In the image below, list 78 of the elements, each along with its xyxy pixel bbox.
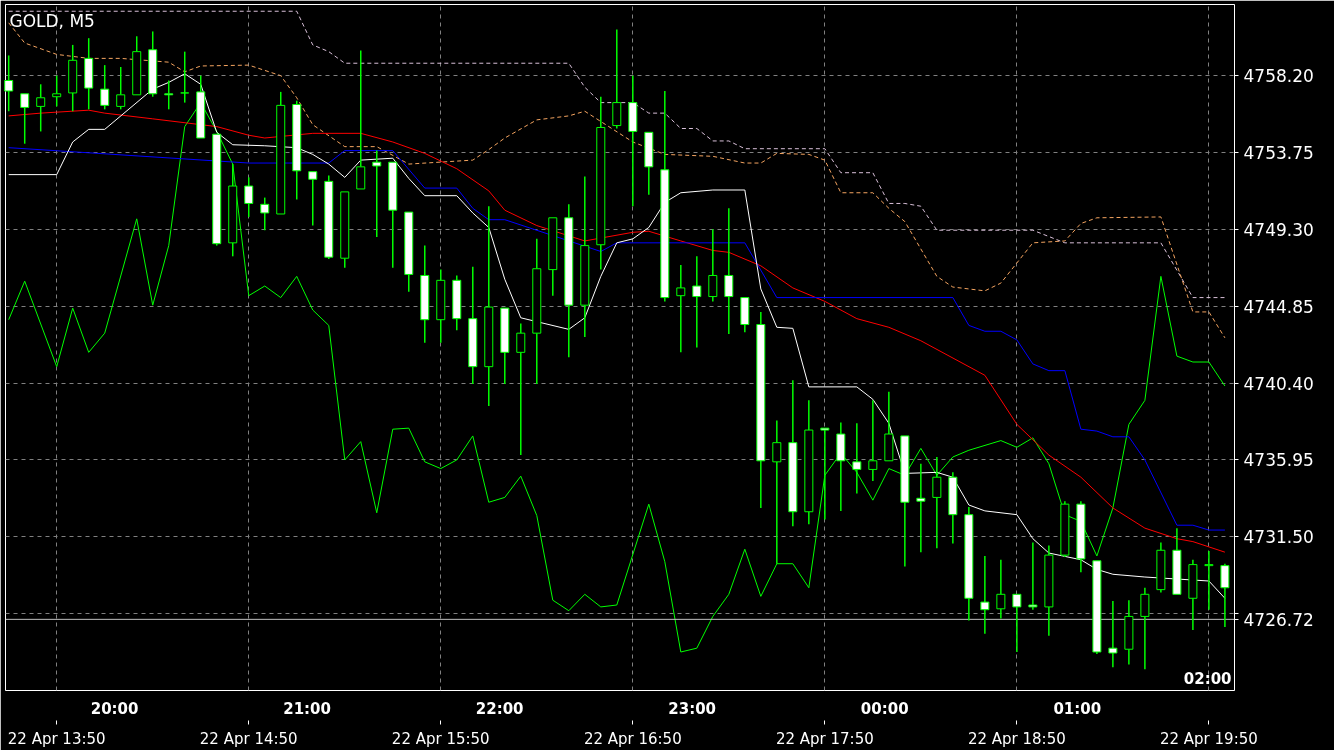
y-tick-label: 4749.30 (1243, 219, 1314, 240)
candlestick (452, 274, 462, 331)
candlestick (340, 191, 350, 269)
y-tick-label: 4731.50 (1243, 527, 1314, 548)
candlestick (612, 28, 622, 130)
chart-title: GOLD, M5 (9, 10, 95, 31)
candlestick (548, 217, 558, 297)
candlestick (404, 211, 414, 293)
candlestick (868, 399, 878, 482)
candlestick (724, 207, 734, 335)
candlestick (628, 74, 638, 207)
candlestick (948, 471, 958, 545)
candlestick (1140, 586, 1150, 671)
candlestick (468, 266, 478, 385)
candlestick (388, 161, 398, 269)
candlestick (436, 268, 446, 344)
annotation: 02:00 (1183, 669, 1232, 688)
candlestick (516, 322, 526, 456)
candlestick (1172, 527, 1182, 595)
candlestick (356, 49, 366, 190)
candlestick (900, 435, 910, 568)
candlestick (532, 238, 542, 385)
candlestick (372, 149, 382, 238)
x2-tick-label: 20:00 (90, 699, 139, 718)
candlestick (1012, 593, 1022, 653)
y-tick-label: 4735.95 (1243, 450, 1314, 471)
candlestick (84, 37, 94, 111)
candlestick (564, 203, 574, 358)
ref-line-label: 4726.72 (1243, 609, 1314, 630)
x2-tick-label: 23:00 (668, 699, 717, 718)
candlestick (788, 379, 798, 527)
candlestick (1076, 500, 1086, 574)
candlestick (1124, 599, 1134, 666)
y-tick-label: 4753.75 (1243, 143, 1314, 164)
x-tick-label: 22 Apr 19:50 (1160, 729, 1258, 748)
candlestick (1204, 550, 1214, 611)
candlestick (756, 311, 766, 509)
x2-tick-label: 00:00 (860, 699, 909, 718)
x-tick-label: 22 Apr 16:50 (583, 729, 682, 748)
candlestick (996, 559, 1006, 620)
x-tick-label: 22 Apr 13:50 (7, 729, 106, 748)
x2-tick-label: 01:00 (1053, 699, 1102, 718)
candlestick (708, 228, 718, 303)
candlestick (676, 264, 686, 354)
candlestick (740, 297, 750, 333)
candlestick (1156, 541, 1166, 594)
x-tick-label: 22 Apr 17:50 (775, 729, 874, 748)
candlestick (580, 175, 590, 338)
x-tick-label: 22 Apr 14:50 (199, 729, 298, 748)
y-tick-label: 4740.40 (1243, 373, 1314, 394)
candlestick (916, 462, 926, 553)
candlestick (980, 555, 990, 635)
candlestick (692, 255, 702, 349)
x-tick-label: 22 Apr 18:50 (967, 729, 1066, 748)
x2-tick-label: 22:00 (475, 699, 524, 718)
x-tick-label: 22 Apr 15:50 (391, 729, 490, 748)
candlestick (932, 456, 942, 550)
candlestick (1044, 544, 1054, 637)
candlestick (308, 171, 318, 227)
candlestick (1028, 541, 1038, 611)
candlestick (660, 90, 670, 303)
candlestick (884, 390, 894, 462)
candlestick (852, 422, 862, 495)
candlestick (420, 244, 430, 344)
y-tick-label: 4758.20 (1243, 66, 1314, 87)
x2-tick-label: 21:00 (283, 699, 332, 718)
candlestick (804, 399, 814, 526)
candlestick (644, 131, 654, 196)
candlestick (20, 93, 30, 145)
candlestick (1108, 600, 1118, 669)
y-tick-label: 4744.85 (1243, 296, 1314, 317)
candlestick (836, 421, 846, 512)
candlestick (772, 419, 782, 565)
candlestick (1188, 559, 1198, 631)
candlestick (500, 307, 510, 385)
candlestick (484, 205, 494, 407)
candlestick (820, 427, 830, 521)
candlestick (596, 95, 606, 271)
